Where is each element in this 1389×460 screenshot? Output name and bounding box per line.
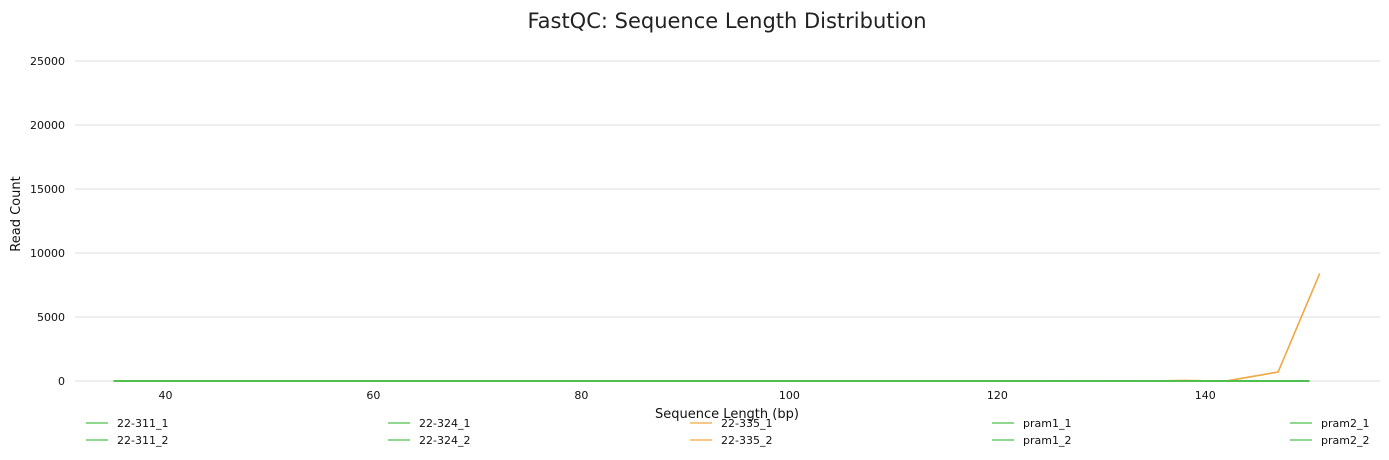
legend-entry: 22-335_2 [721, 434, 772, 447]
x-tick-label: 100 [779, 389, 800, 402]
y-tick-label: 10000 [30, 247, 65, 260]
series-line [113, 273, 1321, 382]
y-tick-label: 25000 [30, 55, 65, 68]
x-tick-label: 80 [574, 389, 588, 402]
y-axis-ticks: 0 5000 10000 15000 20000 25000 [30, 55, 65, 388]
y-tick-label: 0 [58, 375, 65, 388]
y-tick-label: 15000 [30, 183, 65, 196]
x-tick-label: 60 [366, 389, 380, 402]
series-line [113, 273, 1321, 382]
gridlines [75, 60, 1380, 382]
y-tick-label: 20000 [30, 119, 65, 132]
y-axis-label: Read Count [9, 176, 24, 251]
legend-entry: 22-335_1 [721, 417, 772, 430]
series-lines [113, 273, 1321, 382]
chart-title: FastQC: Sequence Length Distribution [527, 9, 926, 33]
x-tick-label: 40 [158, 389, 172, 402]
legend-entry: 22-324_2 [419, 434, 470, 447]
legend-entry: 22-324_1 [419, 417, 470, 430]
legend-entry: pram2_1 [1321, 417, 1369, 430]
legend-entry: pram1_2 [1023, 434, 1071, 447]
x-axis-ticks: 40 60 80 100 120 140 [158, 389, 1215, 402]
x-tick-label: 140 [1195, 389, 1216, 402]
legend-entry: pram2_2 [1321, 434, 1369, 447]
x-tick-label: 120 [987, 389, 1008, 402]
legend-entry: 22-311_1 [117, 417, 168, 430]
legend: 22-311_1 22-311_2 22-324_1 22-324_2 22-335_1… [86, 417, 1369, 447]
y-tick-label: 5000 [37, 311, 65, 324]
legend-entry: 22-311_2 [117, 434, 168, 447]
legend-entry: pram1_1 [1023, 417, 1071, 430]
x-axis-label: Sequence Length (bp) [655, 407, 799, 422]
